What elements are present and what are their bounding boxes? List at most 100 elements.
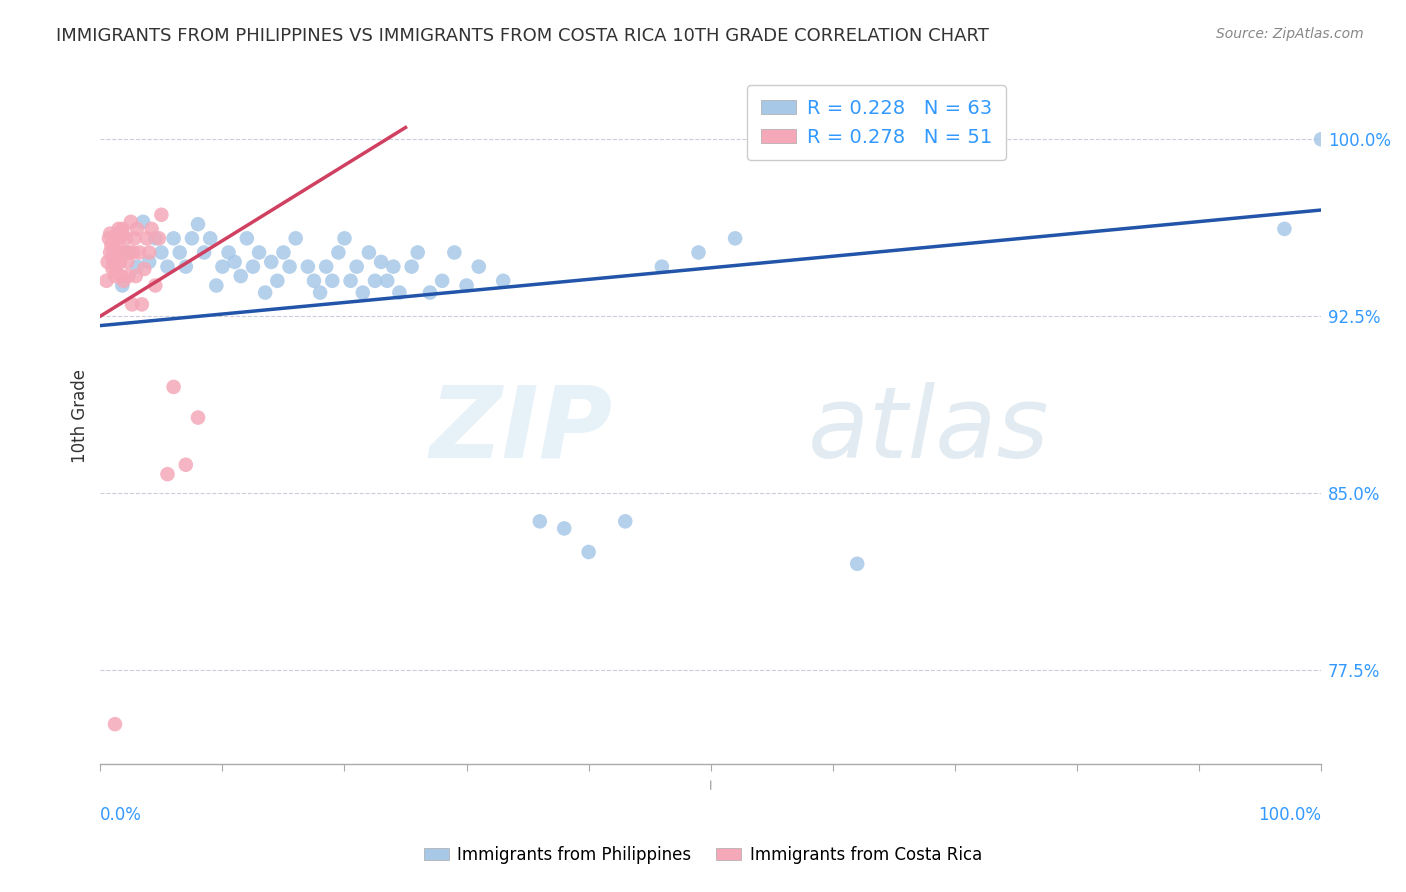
Point (112, 245, 135, 260)
Point (352, 285, 374, 300)
Point (370, 255, 392, 269)
Point (107, 222, 129, 236)
Point (110, 245, 132, 260)
Point (105, 264, 128, 278)
Point (117, 268, 139, 283)
Point (614, 514, 637, 528)
Point (242, 260, 264, 274)
Point (114, 245, 136, 260)
Point (211, 260, 233, 274)
Legend: R = 0.228   N = 63, R = 0.278   N = 51: R = 0.228 N = 63, R = 0.278 N = 51 (747, 86, 1007, 161)
Point (302, 274, 325, 288)
Point (120, 215, 142, 229)
Text: Source: ZipAtlas.com: Source: ZipAtlas.com (1216, 27, 1364, 41)
Point (108, 231, 131, 245)
Point (111, 227, 134, 241)
Point (174, 260, 197, 274)
Point (169, 245, 191, 260)
Point (148, 231, 170, 245)
Point (101, 262, 124, 277)
Point (456, 278, 478, 293)
Point (375, 274, 398, 288)
Point (846, 557, 869, 571)
Point (115, 245, 138, 260)
Point (553, 521, 575, 535)
Point (125, 268, 148, 283)
Point (143, 278, 166, 293)
Point (724, 231, 747, 245)
Point (187, 410, 209, 425)
Point (104, 268, 127, 283)
Point (97, 255, 120, 269)
Point (105, 245, 128, 260)
Point (254, 285, 277, 300)
Point (162, 380, 184, 394)
Point (125, 260, 148, 274)
Point (132, 215, 155, 229)
Text: 0.0%: 0.0% (100, 806, 142, 824)
Point (357, 245, 380, 260)
Point (150, 245, 173, 260)
Y-axis label: 10th Grade: 10th Grade (72, 369, 89, 464)
Point (333, 231, 356, 245)
Point (443, 245, 465, 260)
Point (382, 260, 405, 274)
Point (125, 222, 148, 236)
Point (110, 268, 132, 283)
Point (104, 245, 127, 260)
Point (419, 285, 441, 300)
Point (1310, 132, 1333, 146)
Point (112, 274, 135, 288)
Point (143, 231, 166, 245)
Point (247, 245, 270, 260)
Point (103, 255, 125, 269)
Point (529, 514, 551, 528)
Point (180, 231, 202, 245)
Point (103, 235, 125, 250)
Point (492, 274, 515, 288)
Point (315, 260, 337, 274)
Point (260, 255, 283, 269)
Point (278, 260, 301, 274)
Point (121, 297, 143, 311)
Point (688, 245, 710, 260)
Point (107, 227, 129, 241)
Point (162, 231, 184, 245)
Point (200, 231, 222, 245)
Point (406, 245, 429, 260)
Point (101, 250, 124, 264)
Point (156, 467, 179, 482)
Point (205, 278, 228, 293)
Point (328, 245, 350, 260)
Point (364, 274, 387, 288)
Point (131, 297, 153, 311)
Point (339, 274, 361, 288)
Point (266, 274, 288, 288)
Point (1274, 222, 1296, 236)
Point (273, 245, 295, 260)
Point (193, 245, 215, 260)
Point (98, 227, 121, 241)
Point (122, 245, 145, 260)
Point (115, 255, 138, 269)
Point (321, 274, 343, 288)
Point (104, 717, 127, 731)
Point (118, 245, 141, 260)
Point (138, 245, 160, 260)
Point (98, 245, 121, 260)
Point (174, 458, 197, 472)
Point (578, 545, 600, 559)
Point (187, 217, 209, 231)
Point (156, 260, 179, 274)
Point (468, 260, 491, 274)
Point (388, 285, 411, 300)
Point (430, 274, 453, 288)
Point (96, 274, 118, 288)
Point (97, 231, 120, 245)
Point (236, 231, 259, 245)
Point (346, 260, 368, 274)
Point (401, 260, 423, 274)
Text: atlas: atlas (808, 382, 1050, 479)
Point (107, 245, 129, 260)
Point (651, 260, 673, 274)
